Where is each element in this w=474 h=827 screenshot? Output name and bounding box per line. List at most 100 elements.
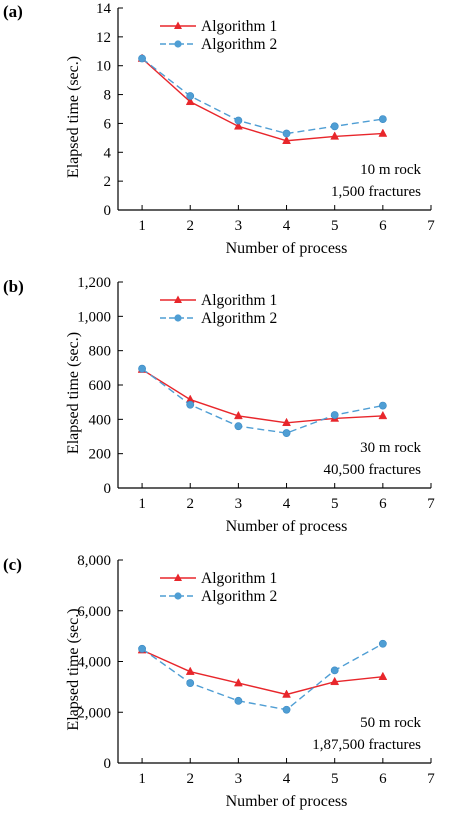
legend-marker [174,592,182,600]
y-axis-title: Elapsed time (sec.) [65,608,82,730]
y-tick-label: 0 [104,203,112,219]
x-tick-label: 5 [331,496,339,512]
x-tick-label: 4 [283,496,291,512]
series-line [141,643,384,711]
y-tick-label: 200 [89,447,112,463]
legend-label: Algorithm 2 [201,310,277,327]
data-point [378,671,388,680]
x-tick-label: 4 [283,218,291,234]
legend-label: Algorithm 2 [201,36,277,53]
data-point [282,417,291,427]
y-tick-label: 8,000 [77,553,111,569]
legend-marker [174,21,182,29]
data-point [330,411,339,419]
y-axis-title: Elapsed time (sec.) [65,56,82,178]
y-tick-label: 600 [89,378,112,394]
annotation-line: 30 m rock [360,440,421,456]
x-tick-label: 6 [379,218,387,234]
series-1 [137,645,388,698]
data-point [138,54,146,63]
data-point [233,121,243,130]
data-point [378,639,387,648]
data-point [186,400,195,409]
data-point [234,116,243,125]
legend-label: Algorithm 1 [201,292,277,309]
x-tick-label: 6 [379,771,387,787]
annotation-line: 40,500 fractures [324,462,422,478]
y-axis-title: Elapsed time (sec.) [65,332,82,454]
data-point [282,689,291,698]
data-point [330,676,340,686]
y-tick-label: 8 [104,88,112,104]
x-tick-label: 4 [283,771,291,787]
series-line [141,368,383,434]
y-tick-label: 2,000 [77,705,111,721]
data-point [185,666,195,675]
series-2 [138,364,387,437]
x-tick-label: 7 [427,218,435,234]
panel-label: (a) [3,2,23,21]
annotation: 10 m rock 1,500 fractures [331,162,421,200]
data-point [282,129,291,138]
x-tick-label: 1 [138,218,146,234]
data-point [186,92,195,100]
series-1 [137,364,388,427]
annotation-line: 50 m rock [360,715,421,731]
data-point [378,115,387,123]
series-line [141,57,383,142]
x-tick-label: 7 [427,771,435,787]
x-tick-label: 3 [235,218,243,234]
chart-panel-2: 0 200 400 600 800 1,000 1,200 1 2 3 4 5 6 7 Number of … [3,275,435,535]
series-line [141,649,383,696]
panel-label: (b) [3,277,24,296]
x-axis-title: Number of process [226,240,348,257]
x-tick-label: 6 [379,496,387,512]
annotation-line: 1,87,500 fractures [312,737,421,753]
y-tick-label: 800 [89,344,112,360]
data-point [138,644,146,653]
y-tick-label: 2 [104,174,112,190]
annotation-line: 10 m rock [360,162,421,178]
data-point [330,122,339,131]
y-tick-label: 12 [96,30,111,46]
data-point [233,410,243,420]
y-tick-label: 1,200 [77,275,111,291]
data-point [138,364,146,373]
x-tick-label: 1 [138,496,146,512]
data-point [234,422,243,431]
x-tick-label: 7 [427,496,435,512]
data-point [185,96,195,106]
x-tick-label: 1 [138,771,146,787]
annotation-line: 1,500 fractures [331,184,421,200]
x-tick-label: 2 [186,218,194,234]
y-tick-label: 400 [89,412,112,428]
data-point [233,678,243,687]
y-tick-label: 6,000 [77,604,111,620]
y-tick-label: 0 [104,756,112,772]
y-tick-label: 10 [96,59,111,75]
panel-label: (c) [3,555,22,574]
series-2 [138,54,387,138]
y-tick-label: 0 [104,481,112,497]
data-point [378,128,388,137]
series-line [141,368,383,424]
legend-label: Algorithm 1 [201,18,277,35]
y-tick-label: 4,000 [77,655,111,671]
legend-marker [174,40,182,48]
x-tick-label: 2 [186,496,194,512]
data-point [330,666,339,675]
x-axis-title: Number of process [226,518,348,535]
x-tick-label: 5 [331,771,339,787]
legend-label: Algorithm 1 [201,570,277,587]
data-point [378,401,387,410]
series-1 [137,53,388,144]
x-tick-label: 5 [331,218,339,234]
series-line [141,57,383,135]
y-tick-label: 4 [104,145,112,161]
annotation: 30 m rock 40,500 fractures [324,440,422,478]
